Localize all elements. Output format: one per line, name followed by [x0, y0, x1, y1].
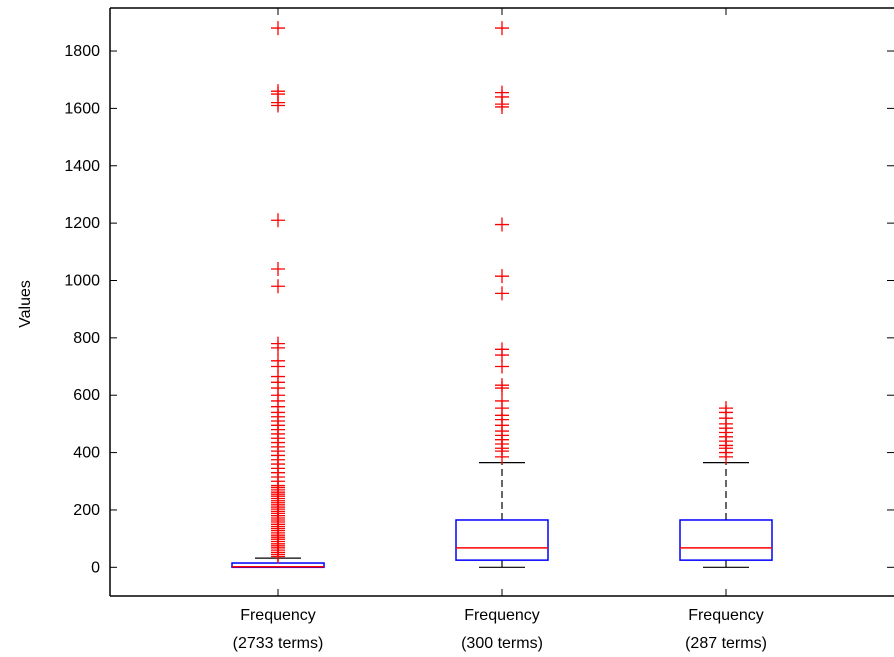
outlier-marker [495, 286, 509, 301]
outlier-marker [495, 269, 509, 284]
x-tick-label: (300 terms) [461, 635, 543, 652]
outlier-marker [495, 217, 509, 232]
outlier-marker [271, 353, 285, 368]
outlier-marker [719, 401, 733, 416]
outlier-marker [495, 378, 509, 393]
outlier-marker [271, 84, 285, 99]
outlier-marker [495, 393, 509, 408]
chart-axes: 0 200 400 600 800 1000 1200 1400 1600 1800 Frequen… [64, 7, 894, 652]
box-group [231, 21, 325, 569]
y-tick-label: 1800 [64, 43, 100, 60]
box-group [679, 401, 773, 568]
x-tick-label: Frequency [464, 607, 540, 624]
x-tick-label: Frequency [688, 607, 764, 624]
box-iqr [679, 519, 773, 561]
y-tick-label: 1400 [64, 158, 100, 175]
outlier-marker [271, 336, 285, 351]
outlier-marker [271, 262, 285, 277]
y-tick-label: 1600 [64, 100, 100, 117]
box-iqr [455, 519, 549, 561]
y-axis-label: Values [17, 280, 34, 328]
outlier-marker [495, 21, 509, 36]
x-tick-label: (287 terms) [685, 635, 767, 652]
outlier-marker [495, 342, 509, 357]
outlier-marker [271, 21, 285, 36]
y-tick-label: 800 [73, 330, 100, 347]
outlier-marker [271, 213, 285, 228]
chart-marks [231, 21, 773, 569]
y-tick-label: 400 [73, 445, 100, 462]
y-tick-label: 1200 [64, 215, 100, 232]
y-tick-label: 1000 [64, 272, 100, 289]
box-group [455, 21, 549, 568]
x-tick-label: (2733 terms) [233, 635, 324, 652]
y-tick-label: 0 [91, 559, 100, 576]
outlier-marker [271, 279, 285, 294]
x-tick-label: Frequency [240, 607, 316, 624]
outlier-marker [495, 85, 509, 100]
y-tick-label: 200 [73, 502, 100, 519]
y-tick-label: 600 [73, 387, 100, 404]
